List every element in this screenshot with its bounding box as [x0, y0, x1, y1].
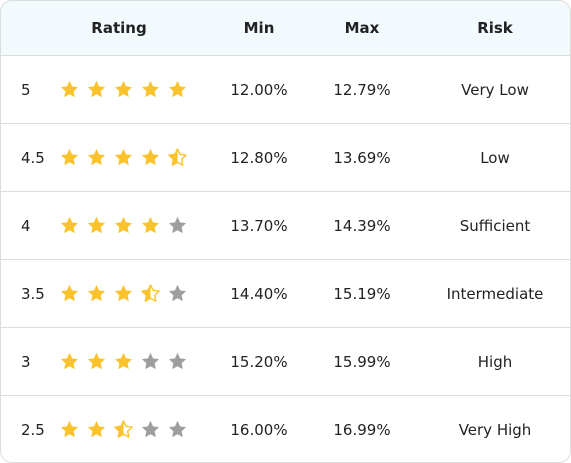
star-rating	[59, 192, 199, 259]
star-rating	[59, 396, 199, 462]
rating-value: 4.5	[21, 148, 45, 167]
star-filled-icon	[60, 148, 79, 166]
max-value: 15.19%	[333, 284, 391, 303]
header-min: Min	[243, 19, 275, 37]
rating-value: 5	[21, 80, 31, 99]
risk-label: Intermediate	[446, 284, 544, 303]
star-filled-icon	[114, 148, 133, 166]
risk-label: High	[477, 352, 513, 371]
max-value: 12.79%	[333, 80, 391, 99]
star-filled-icon	[87, 352, 106, 370]
star-filled-icon	[114, 216, 133, 234]
star-empty-icon	[168, 284, 187, 302]
max-value: 14.39%	[333, 216, 391, 235]
table-row: 3 15.20% 15.99% High	[1, 328, 570, 396]
star-empty-icon	[168, 420, 187, 438]
header-max: Max	[344, 19, 380, 37]
star-filled-icon	[114, 80, 133, 98]
star-filled-icon	[141, 148, 160, 166]
star-filled-icon	[60, 352, 79, 370]
table-row: 3.5 14.40% 15.19% Intermediate	[1, 260, 570, 328]
risk-label: Sufficient	[459, 216, 531, 235]
risk-label: Very Low	[461, 80, 529, 99]
star-rating	[59, 328, 199, 395]
star-filled-icon	[141, 216, 160, 234]
star-filled-icon	[114, 284, 133, 302]
rating-value: 2.5	[21, 420, 45, 439]
star-rating	[59, 124, 199, 191]
star-filled-icon	[87, 148, 106, 166]
rating-value: 4	[21, 216, 31, 235]
star-half-icon	[114, 420, 133, 438]
star-filled-icon	[60, 420, 79, 438]
risk-label: Very High	[458, 420, 532, 439]
rating-value: 3.5	[21, 284, 45, 303]
star-rating	[59, 260, 199, 327]
star-empty-icon	[168, 352, 187, 370]
star-filled-icon	[114, 352, 133, 370]
star-filled-icon	[87, 216, 106, 234]
star-rating	[59, 56, 199, 123]
star-empty-icon	[141, 420, 160, 438]
min-value: 16.00%	[230, 420, 288, 439]
table-header: Rating Min Max Risk	[1, 1, 570, 56]
max-value: 16.99%	[333, 420, 391, 439]
star-empty-icon	[141, 352, 160, 370]
min-value: 15.20%	[230, 352, 288, 371]
star-filled-icon	[60, 80, 79, 98]
rating-value: 3	[21, 352, 31, 371]
star-filled-icon	[168, 80, 187, 98]
star-filled-icon	[87, 284, 106, 302]
max-value: 13.69%	[333, 148, 391, 167]
star-filled-icon	[60, 284, 79, 302]
min-value: 12.80%	[230, 148, 288, 167]
star-half-icon	[168, 148, 187, 166]
table-row: 5 12.00% 12.79% Very Low	[1, 56, 570, 124]
star-filled-icon	[87, 420, 106, 438]
star-filled-icon	[60, 216, 79, 234]
star-empty-icon	[168, 216, 187, 234]
min-value: 14.40%	[230, 284, 288, 303]
header-rating: Rating	[91, 19, 147, 37]
star-filled-icon	[141, 80, 160, 98]
star-filled-icon	[87, 80, 106, 98]
table-row: 4 13.70% 14.39% Sufficient	[1, 192, 570, 260]
min-value: 12.00%	[230, 80, 288, 99]
star-half-icon	[141, 284, 160, 302]
max-value: 15.99%	[333, 352, 391, 371]
table-row: 4.5 12.80% 13.69% Low	[1, 124, 570, 192]
min-value: 13.70%	[230, 216, 288, 235]
table-row: 2.5 16.00% 16.99% Very High	[1, 396, 570, 462]
risk-label: Low	[480, 148, 510, 167]
header-risk: Risk	[477, 19, 513, 37]
